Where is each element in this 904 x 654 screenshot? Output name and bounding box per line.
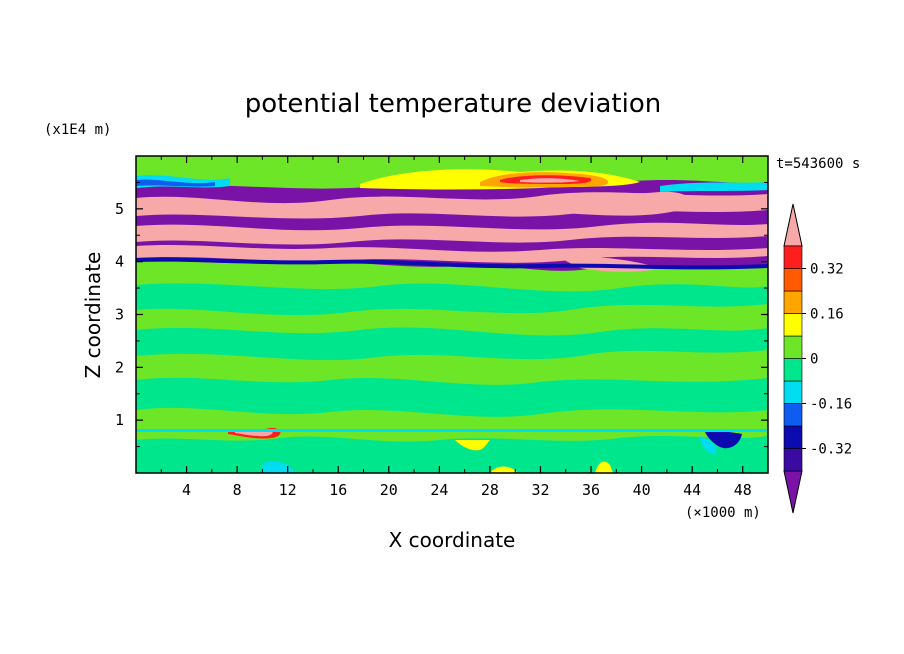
x-tick-label: 12 xyxy=(279,481,297,499)
colorbar-label: 0 xyxy=(810,352,818,368)
contour-region-yellow-low1 xyxy=(455,440,490,451)
colorbar-swatch xyxy=(783,403,803,427)
contour-line-1km xyxy=(136,429,768,432)
x-tick-label: 28 xyxy=(481,481,499,499)
x-tick-label: 4 xyxy=(182,481,191,499)
y-unit-label: (x1E4 m) xyxy=(44,122,111,138)
colorbar-swatch xyxy=(783,290,803,314)
x-tick-label: 16 xyxy=(329,481,347,499)
colorbar-swatch xyxy=(783,380,803,404)
colorbar-swatch xyxy=(783,313,803,337)
contour-band-green-4 xyxy=(136,390,220,406)
colorbar: 0.32 0.16 0 -0.16 -0.32 xyxy=(783,203,852,514)
x-tick-label: 44 xyxy=(683,481,701,499)
contour-region-blue-low xyxy=(705,431,742,449)
plot-area xyxy=(136,156,768,473)
contour-region-cyan-top-right xyxy=(660,182,768,192)
contour-band-pink-2 xyxy=(136,222,768,245)
contour-region-yellow-low3 xyxy=(490,466,518,473)
colorbar-swatch xyxy=(783,425,803,449)
x-tick-label: 20 xyxy=(380,481,398,499)
colorbar-label: 0.32 xyxy=(810,262,844,278)
colorbar-swatch xyxy=(783,245,803,269)
time-label: t=543600 s xyxy=(776,156,860,172)
contour-region-cyan-low xyxy=(136,436,768,473)
contour-region-blue-top xyxy=(136,179,215,187)
x-axis-label: X coordinate xyxy=(389,528,516,552)
colorbar-extend-high xyxy=(783,203,803,247)
colorbar-swatch xyxy=(783,448,803,472)
colorbar-label: -0.32 xyxy=(810,442,852,458)
x-tick-label: 8 xyxy=(233,481,242,499)
x-tick-label: 24 xyxy=(430,481,448,499)
colorbar-swatch xyxy=(783,268,803,292)
x-tick-label: 32 xyxy=(531,481,549,499)
contour-region-cyan-low2 xyxy=(700,436,717,455)
contour-region-pink-wedge xyxy=(540,191,691,216)
colorbar-swatch xyxy=(783,335,803,359)
x-tick-label: 36 xyxy=(582,481,600,499)
colorbar-label: -0.16 xyxy=(810,397,852,413)
y-axis-label: Z coordinate xyxy=(81,252,105,379)
contour-region-cyan-strip xyxy=(260,461,295,473)
y-tick-label: 2 xyxy=(115,358,124,376)
y-tick-label: 1 xyxy=(115,411,124,429)
y-tick-label: 3 xyxy=(115,306,124,324)
contour-band-green-3 xyxy=(136,283,768,316)
x-tick-label: 48 xyxy=(734,481,752,499)
x-unit-label: (×1000 m) xyxy=(685,505,761,521)
contour-line-blue-base xyxy=(136,257,768,270)
contour-band-green-1 xyxy=(136,377,768,417)
y-tick-label: 4 xyxy=(115,253,124,271)
contour-region-pink-top xyxy=(520,178,580,183)
x-axis: 4 8 12 16 20 24 28 32 36 40 44 48 xyxy=(160,156,752,499)
contour-region-yellow-low2 xyxy=(595,461,613,473)
colorbar-extend-low xyxy=(783,470,803,514)
chart-title: potential temperature deviation xyxy=(245,89,661,119)
y-axis: 1 2 3 4 5 xyxy=(115,181,768,448)
contour-band-green-2 xyxy=(136,327,768,361)
colorbar-swatch xyxy=(783,358,803,382)
colorbar-label: 0.16 xyxy=(810,307,844,323)
x-tick-label: 40 xyxy=(633,481,651,499)
contour-band-pink-3 xyxy=(136,245,768,263)
y-tick-label: 5 xyxy=(115,200,124,218)
